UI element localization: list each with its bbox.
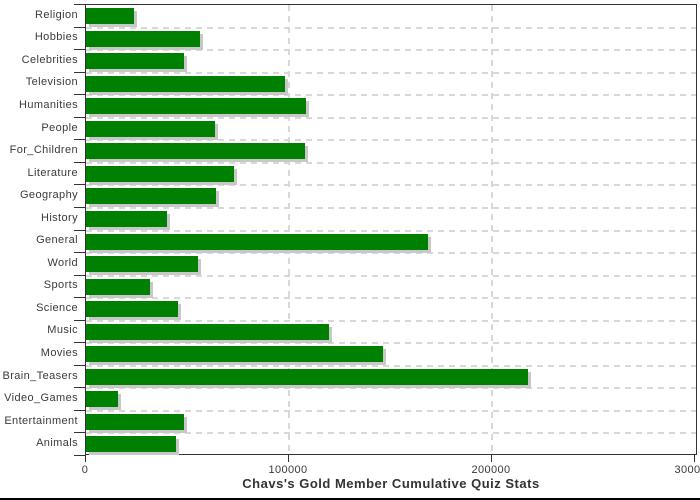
category-label: Video_Games [4,392,78,405]
y-axis-tick [74,71,85,73]
category-label: History [40,211,78,224]
bar-literature [86,165,234,182]
y-axis-tick [74,319,85,321]
horizontal-gridline [86,94,696,97]
y-axis-tick [74,409,85,411]
category-label: Geography [19,189,78,202]
x-axis-tick [288,455,289,462]
y-axis-tick [74,274,85,276]
x-axis-tick [491,455,492,462]
bar-general [86,233,429,250]
bar-history [86,210,167,227]
category-label: Entertainment [4,414,78,427]
y-axis-tick [74,455,85,456]
x-tick-label: 200000 [471,464,511,476]
category-label: World [47,256,78,269]
bar-sports [86,278,150,295]
plot-area [85,4,697,455]
horizontal-gridline [86,432,696,435]
y-axis-tick [74,161,85,163]
horizontal-gridline [86,229,696,232]
category-label: Celebrities [21,53,78,66]
y-axis-tick [74,364,85,366]
y-axis-tick [74,139,85,141]
bar-movies [86,346,383,363]
horizontal-gridline [86,161,696,164]
bar-entertainment [86,413,185,430]
category-label: Hobbies [34,31,78,44]
category-label: Literature [27,166,78,179]
y-axis-tick [74,342,85,344]
bar-people [86,120,215,137]
bar-humanities [86,98,307,115]
horizontal-gridline [86,49,696,52]
chart-title: Chavs's Gold Member Cumulative Quiz Stat… [242,476,540,491]
horizontal-gridline [86,297,696,300]
category-label: General [36,234,78,247]
y-axis-tick [74,252,85,254]
category-label: People [41,121,78,134]
bar-for_children [86,143,306,160]
y-axis-tick [74,387,85,389]
category-label: Humanities [18,98,78,111]
y-axis-tick [74,94,85,96]
bottom-rule [0,498,700,500]
x-tick-label: 0 [81,464,89,476]
x-tick-label: 100000 [268,464,308,476]
x-tick-label: 300000 [674,464,700,476]
horizontal-gridline [86,319,696,322]
y-axis-tick [74,4,85,5]
category-label: Brain_Teasers [2,369,78,382]
bar-television [86,75,285,92]
horizontal-gridline [86,342,696,345]
y-axis-tick [74,206,85,208]
horizontal-gridline [86,252,696,255]
horizontal-gridline [86,409,696,412]
category-label: Television [25,76,78,89]
bar-music [86,323,329,340]
horizontal-gridline [86,26,696,29]
x-axis-tick [694,455,695,462]
category-label: Sports [43,279,78,292]
horizontal-gridline [86,71,696,74]
bar-hobbies [86,30,200,47]
y-axis-tick [74,229,85,231]
bar-geography [86,188,216,205]
y-axis-tick [74,184,85,186]
y-axis-tick [74,432,85,434]
category-label: Music [47,324,78,337]
horizontal-gridline [86,387,696,390]
y-axis-tick [74,26,85,28]
bar-brain_teasers [86,368,528,385]
horizontal-gridline [86,139,696,142]
category-label: Animals [36,437,78,450]
x-axis-tick [85,455,86,462]
bar-celebrities [86,53,185,70]
horizontal-gridline [86,184,696,187]
horizontal-gridline [86,206,696,209]
category-label: Science [36,301,78,314]
bar-world [86,256,199,273]
category-label: For_Children [9,144,78,157]
horizontal-gridline [86,364,696,367]
bar-animals [86,436,176,453]
bar-science [86,301,178,318]
horizontal-gridline [86,116,696,119]
bar-religion [86,8,134,24]
category-label: Religion [35,8,78,21]
y-axis-tick [74,116,85,118]
y-axis-tick [74,49,85,51]
y-axis-tick [74,297,85,299]
category-label: Movies [40,347,78,360]
bar-video_games [86,391,119,408]
horizontal-gridline [86,274,696,277]
